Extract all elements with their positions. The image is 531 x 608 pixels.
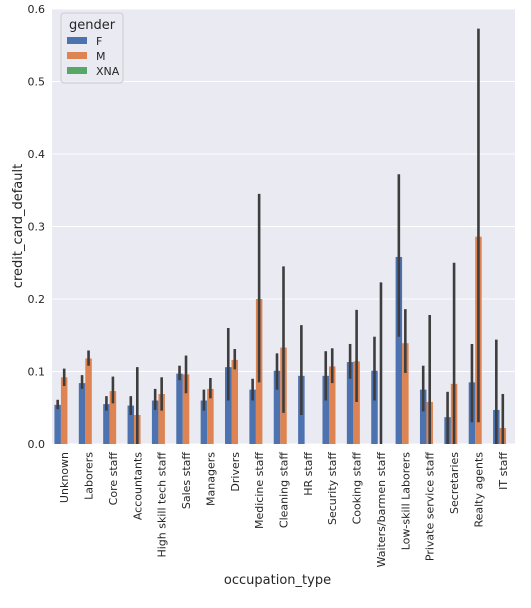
legend-box bbox=[60, 12, 124, 84]
bar bbox=[322, 375, 329, 444]
x-tick-label: Cooking staff bbox=[351, 452, 364, 525]
bar bbox=[127, 405, 135, 444]
y-tick-label: 0.2 bbox=[28, 293, 46, 306]
x-tick-label: Managers bbox=[204, 452, 217, 506]
bar bbox=[395, 256, 403, 444]
bar bbox=[151, 400, 159, 444]
bar bbox=[54, 404, 61, 444]
x-tick-label: HR staff bbox=[302, 452, 315, 496]
y-tick-label: 0.5 bbox=[28, 76, 46, 89]
bar bbox=[353, 361, 360, 444]
bar bbox=[200, 400, 208, 444]
y-tick-label: 0.0 bbox=[28, 438, 46, 451]
x-tick-label: Waiters/barmen staff bbox=[375, 452, 388, 568]
bar bbox=[207, 388, 214, 444]
x-tick-label: Realty agents bbox=[472, 452, 485, 528]
x-tick-label: Laborers bbox=[83, 452, 96, 500]
y-tick-label: 0.4 bbox=[28, 148, 46, 161]
legend-entry: F bbox=[96, 35, 102, 48]
bar bbox=[328, 366, 336, 444]
bar bbox=[402, 343, 409, 444]
x-tick-label: IT staff bbox=[497, 452, 510, 490]
bar bbox=[176, 373, 183, 444]
x-tick-label: High skill tech staff bbox=[156, 452, 169, 558]
legend-swatch bbox=[67, 37, 87, 44]
x-tick-label: Core staff bbox=[107, 452, 120, 506]
x-tick-label: Low-skill Laborers bbox=[399, 452, 412, 551]
legend-title: gender bbox=[69, 18, 116, 33]
y-tick-label: 0.6 bbox=[28, 3, 46, 16]
x-tick-label: Unknown bbox=[58, 452, 71, 503]
bar bbox=[103, 404, 110, 444]
bar bbox=[158, 393, 165, 444]
bar bbox=[78, 383, 86, 444]
bar bbox=[249, 389, 256, 444]
bar bbox=[109, 391, 117, 444]
y-tick-label: 0.1 bbox=[28, 366, 46, 379]
legend-swatch bbox=[67, 52, 87, 59]
x-tick-label: Secretaries bbox=[448, 452, 461, 514]
bar bbox=[419, 389, 427, 444]
bar bbox=[60, 377, 68, 444]
x-tick-label: Accountants bbox=[131, 452, 144, 520]
bar bbox=[182, 374, 190, 444]
x-tick-label: Security staff bbox=[326, 452, 339, 525]
x-tick-label: Sales staff bbox=[180, 452, 193, 510]
y-tick-label: 0.3 bbox=[28, 221, 46, 234]
error-bars bbox=[56, 28, 505, 444]
legend-swatch bbox=[67, 67, 87, 74]
bar bbox=[371, 370, 378, 444]
bar bbox=[231, 359, 239, 444]
x-tick-label: Medicine staff bbox=[253, 452, 266, 529]
x-tick-label: Cleaning staff bbox=[278, 452, 291, 529]
y-axis-label: credit_card_default bbox=[11, 164, 26, 288]
bar bbox=[225, 367, 232, 444]
legend: gender FM XNA bbox=[60, 12, 124, 84]
legend-entry: M bbox=[96, 50, 106, 63]
bar bbox=[273, 370, 281, 444]
x-tick-label: Drivers bbox=[229, 452, 242, 492]
y-tick-labels: 0.0 0.1 0.2 0.3 0.4 0.5 0.6 bbox=[28, 3, 46, 451]
bar bbox=[85, 358, 92, 444]
bar bbox=[346, 362, 354, 444]
legend-entry: XNA bbox=[96, 65, 120, 78]
x-axis-label: occupation_type bbox=[224, 573, 331, 588]
x-tick-labels: Unknown Laborers Core staff Accountants High… bbox=[58, 452, 510, 568]
x-tick-label: Private service staff bbox=[424, 452, 437, 562]
